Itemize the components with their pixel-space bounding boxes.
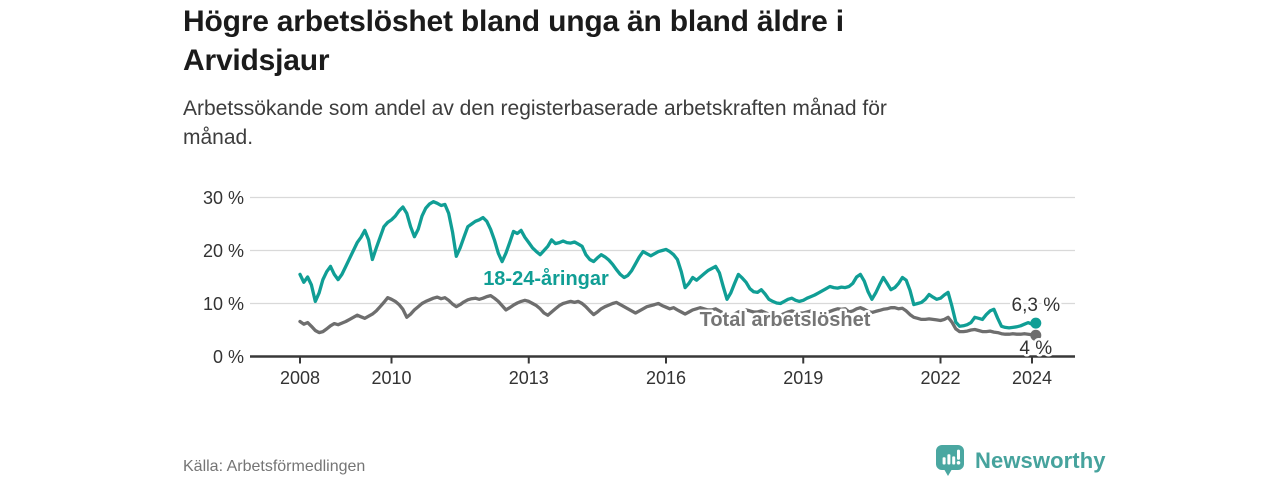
series-line-total [298,293,1038,337]
x-axis-tick-label: 2008 [280,368,320,388]
series-line-youth [298,200,1038,330]
source-caption: Källa: Arbetsförmedlingen [183,458,366,475]
exclamation-dot [956,461,961,465]
chart-subtitle: Arbetssökande som andel av den registerb… [183,97,887,149]
series-end-dot-total [1030,329,1042,341]
x-axis-tick-label: 2022 [920,368,960,388]
page-title: Högre arbetslöshet bland unga än bland ä… [183,5,844,77]
x-axis-tick-label: 2024 [1012,368,1052,388]
bar-chart-speech-bubble-icon [936,445,964,476]
bar-2 [947,454,951,465]
bar-1 [942,457,946,465]
x-axis-tick-label: 2013 [509,368,549,388]
bar-3 [952,456,956,465]
series-end-label-total: 4 % [1019,338,1052,359]
x-axis-tick-label: 2010 [371,368,411,388]
y-axis-label: 20 % [203,241,244,261]
y-axis-label: 0 % [213,347,244,367]
x-axis-tick-label: 2016 [646,368,686,388]
exclamation-bar [957,449,960,460]
series-end-dot-youth [1030,317,1042,329]
newsworthy-wordmark: Newsworthy [975,447,1106,473]
series-label-total: Total arbetslöshet [700,309,871,331]
x-axis-tick-label: 2019 [783,368,823,388]
y-axis-label: 10 % [203,294,244,314]
series-label-youth: 18-24-åringar [483,267,609,290]
series-end-label-youth: 6,3 % [1012,295,1061,316]
y-axis-label: 30 % [203,188,244,208]
newsworthy-logo: Newsworthy [934,444,1106,477]
